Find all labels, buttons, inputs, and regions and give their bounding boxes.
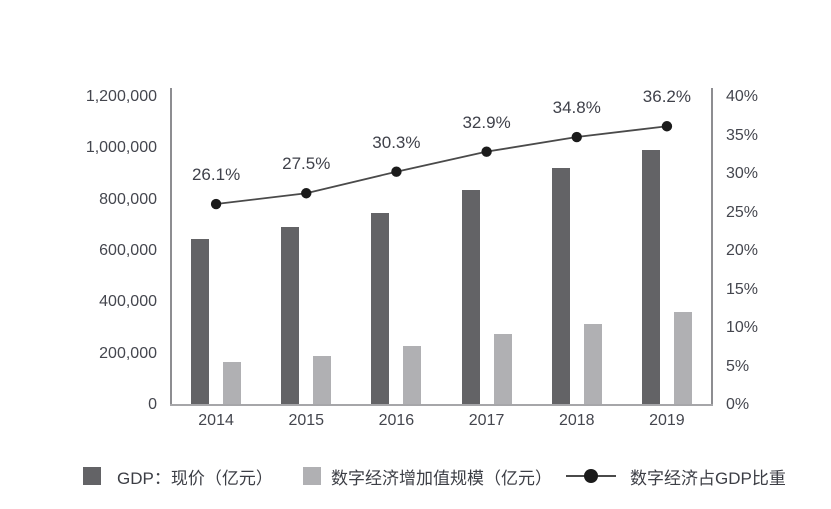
digital-economy-swatch xyxy=(303,467,321,485)
line-marker-2014 xyxy=(210,198,222,210)
right-axis-tick: 25% xyxy=(726,203,759,221)
bar-gdp-2015 xyxy=(281,227,300,404)
legend-item-gdp: GDP：现价（亿元） xyxy=(83,466,273,488)
bar-gdp-2016 xyxy=(371,212,390,404)
x-label-2014: 2014 xyxy=(198,412,234,429)
right-axis-tick: 30% xyxy=(726,165,759,182)
x-label-2017: 2017 xyxy=(468,412,505,429)
bar-gdp-2017 xyxy=(461,190,480,404)
legend-label-gdp: GDP：现价（亿元） xyxy=(117,468,273,488)
point-label-2018: 34.8% xyxy=(552,98,601,118)
x-label-2016: 2016 xyxy=(378,412,415,429)
right-axis-line xyxy=(711,88,713,405)
legend-item-gdp-share: 数字经济占GDP比重 xyxy=(566,466,786,488)
bar-digital-2015 xyxy=(313,356,332,404)
line-dot-swatch xyxy=(566,466,616,486)
line-marker-2015 xyxy=(301,188,312,199)
x-label-2018: 2018 xyxy=(558,412,595,429)
point-label-2016: 30.3% xyxy=(372,132,421,152)
bar-digital-2016 xyxy=(403,345,422,404)
point-label-2017: 32.9% xyxy=(462,112,511,132)
legend-item-digital-economy: 数字经济增加值规模（亿元） xyxy=(303,466,552,488)
left-axis-line xyxy=(170,88,172,405)
bar-digital-2017 xyxy=(493,334,512,404)
left-axis-tick: 600,000 xyxy=(99,242,157,259)
x-axis-line xyxy=(170,404,713,406)
left-axis-tick: 0 xyxy=(148,396,157,413)
point-label-2015: 27.5% xyxy=(282,154,331,174)
bar-digital-2019 xyxy=(673,312,692,404)
gdp-swatch xyxy=(83,467,101,485)
right-axis-tick: 10% xyxy=(726,319,759,336)
bar-gdp-2014 xyxy=(191,238,210,404)
left-axis-tick: 800,000 xyxy=(99,190,157,208)
bar-gdp-2018 xyxy=(551,168,570,404)
left-axis-tick: 400,000 xyxy=(99,293,157,311)
left-axis-tick: 200,000 xyxy=(99,344,157,362)
right-axis-tick: 15% xyxy=(726,280,759,298)
right-axis-tick: 5% xyxy=(726,357,750,375)
line-marker-2018 xyxy=(571,131,582,143)
bar-gdp-2019 xyxy=(641,149,660,404)
x-label-2019: 2019 xyxy=(649,412,685,429)
left-axis-tick: 1,200,000 xyxy=(85,88,157,105)
x-label-2015: 2015 xyxy=(288,412,325,429)
right-axis-tick: 35% xyxy=(726,126,759,144)
point-label-2019: 36.2% xyxy=(642,87,692,107)
right-axis-tick: 20% xyxy=(726,242,759,259)
legend-label-gdp-share: 数字经济占GDP比重 xyxy=(630,468,786,488)
line-marker-2019 xyxy=(661,121,673,132)
line-marker-2016 xyxy=(391,166,402,177)
line-marker-2017 xyxy=(481,146,492,157)
legend-label-digital-economy: 数字经济增加值规模（亿元） xyxy=(331,468,552,488)
left-axis-tick: 1,000,000 xyxy=(85,139,157,157)
bar-digital-2014 xyxy=(223,362,242,404)
bar-digital-2018 xyxy=(583,323,602,404)
right-axis-tick: 0% xyxy=(726,396,750,413)
right-axis-tick: 40% xyxy=(726,88,759,105)
point-label-2014: 26.1% xyxy=(191,165,241,185)
